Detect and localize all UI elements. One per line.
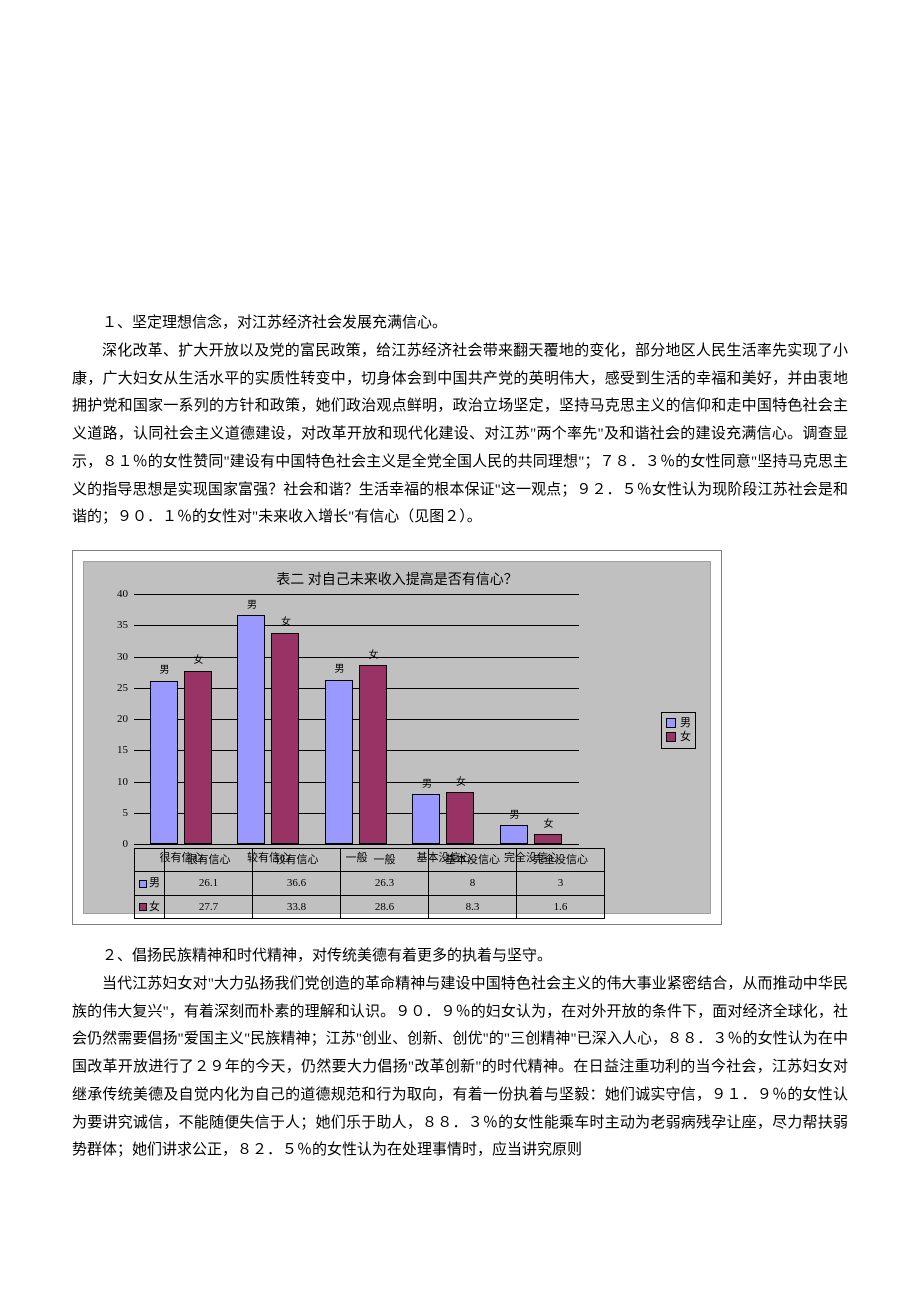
y-axis-tick: 20: [117, 709, 134, 729]
legend-label-female: 女: [680, 730, 691, 744]
table-header-cell: 完全没信心: [517, 849, 605, 872]
table-cell: 8.3: [429, 895, 517, 918]
section1-heading: １、坚定理想信念，对江苏经济社会发展充满信心。: [72, 310, 848, 338]
plot-area: 0510152025303540男女很有信心男女较有信心男女一般男女基本没信心男…: [134, 594, 579, 844]
bar-value-label: 女: [535, 816, 563, 836]
y-axis-tick: 5: [123, 803, 135, 823]
bar: 女: [534, 834, 562, 844]
table-swatch-icon: [139, 903, 147, 911]
table-cell: 1.6: [517, 895, 605, 918]
table-cell: 28.6: [341, 895, 429, 918]
chart-data-table: 很有信心较有信心一般基本没信心完全没信心男 26.136.626.383 女 27.7…: [134, 848, 605, 919]
table-row: 女 27.733.828.68.31.6: [135, 895, 605, 918]
table-row: 很有信心较有信心一般基本没信心完全没信心: [135, 849, 605, 872]
table-header-cell: 较有信心: [253, 849, 341, 872]
y-axis-tick: 25: [117, 678, 134, 698]
legend-item-female: 女: [666, 730, 691, 744]
table-series-label: 女: [149, 901, 160, 913]
section2-heading: ２、倡扬民族精神和时代精神，对传统美德有着更多的执着与坚守。: [72, 943, 848, 971]
chart-inner: 表二 对自己未来收入提高是否有信心？ 0510152025303540男女很有信…: [83, 561, 711, 914]
table-cell: 26.1: [165, 872, 253, 895]
bar-value-label: 女: [360, 647, 388, 667]
y-axis-tick: 0: [123, 834, 135, 854]
table-header-cell: 一般: [341, 849, 429, 872]
bar: 男: [500, 825, 528, 844]
bar-value-label: 女: [185, 652, 213, 672]
bar: 女: [271, 633, 299, 844]
table-lead-cell: 男: [135, 872, 165, 895]
y-axis-tick: 15: [117, 740, 134, 760]
gridline: [134, 625, 579, 626]
chart-title: 表二 对自己未来收入提高是否有信心？: [84, 562, 710, 596]
table-swatch-icon: [139, 880, 147, 888]
y-axis-tick: 30: [117, 646, 134, 666]
table-row: 男 26.136.626.383: [135, 872, 605, 895]
bar-value-label: 男: [151, 662, 179, 682]
legend-label-male: 男: [680, 716, 691, 730]
table-series-label: 男: [149, 877, 160, 889]
bar: 女: [446, 792, 474, 844]
section1-body: 深化改革、扩大开放以及党的富民政策，给江苏经济社会带来翻天覆地的变化，部分地区人…: [72, 338, 848, 532]
bar-value-label: 女: [447, 774, 475, 794]
table-header-cell: 基本没信心: [429, 849, 517, 872]
table-cell: 3: [517, 872, 605, 895]
gridline: [134, 594, 579, 595]
bar-value-label: 女: [272, 614, 300, 634]
bar: 男: [412, 794, 440, 844]
legend: 男 女: [661, 712, 696, 749]
legend-item-male: 男: [666, 716, 691, 730]
bar: 女: [359, 665, 387, 844]
bar: 女: [184, 671, 212, 844]
table-header-cell: 很有信心: [165, 849, 253, 872]
bar: 男: [237, 615, 265, 844]
y-axis-tick: 35: [117, 615, 134, 635]
bar-value-label: 男: [501, 807, 529, 827]
legend-swatch-male: [666, 718, 676, 728]
y-axis-tick: 10: [117, 771, 134, 791]
bar-value-label: 男: [326, 661, 354, 681]
chart-container: 表二 对自己未来收入提高是否有信心？ 0510152025303540男女很有信…: [72, 550, 722, 925]
y-axis-tick: 40: [117, 584, 134, 604]
bar: 男: [325, 680, 353, 844]
legend-swatch-female: [666, 732, 676, 742]
table-cell: 26.3: [341, 872, 429, 895]
bar-value-label: 男: [413, 776, 441, 796]
bar: 男: [150, 681, 178, 844]
bar-value-label: 男: [238, 597, 266, 617]
section2-body: 当代江苏妇女对"大力弘扬我们党创造的革命精神与建设中国特色社会主义的伟大事业紧密…: [72, 971, 848, 1165]
table-cell: 36.6: [253, 872, 341, 895]
table-cell: 27.7: [165, 895, 253, 918]
table-cell: 8: [429, 872, 517, 895]
table-cell: 33.8: [253, 895, 341, 918]
table-lead-cell: 女: [135, 895, 165, 918]
